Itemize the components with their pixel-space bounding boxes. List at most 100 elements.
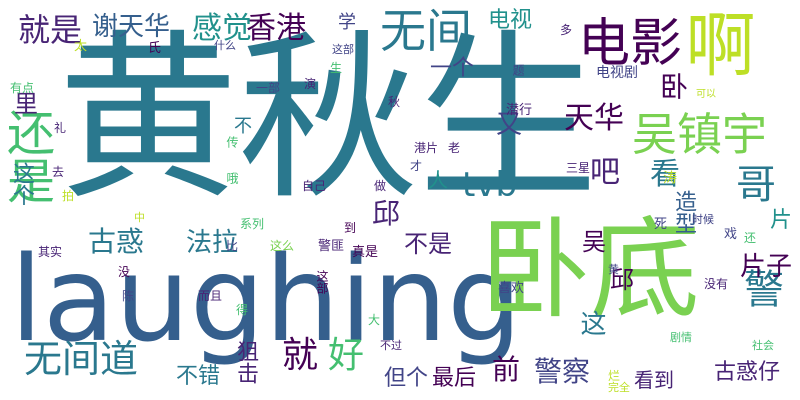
word-cloud-word: 前 (492, 353, 521, 386)
word-cloud-word: 无间道 (24, 337, 139, 381)
word-cloud-word: 电视 (488, 8, 533, 33)
word-cloud-word: 警察 (534, 355, 591, 388)
word-cloud-word: 涛 (661, 170, 677, 184)
word-cloud-word: 题 (511, 64, 525, 76)
word-cloud-word: 这个 (9, 162, 34, 206)
word-cloud-word: 太 (74, 39, 88, 54)
word-cloud-word: 学 (338, 12, 356, 33)
word-cloud-word: 港片 (414, 141, 439, 155)
word-cloud-word: 陈 (122, 289, 135, 303)
word-cloud-word: 法拉 (186, 228, 239, 258)
word-cloud-word: 香港 (246, 11, 306, 46)
word-cloud-word: laughing (10, 230, 523, 368)
word-cloud-word: 卧底 (480, 206, 700, 334)
word-cloud-word: 而且 (198, 289, 223, 303)
word-cloud-word: 电视剧 (596, 65, 638, 81)
word-cloud-word: 但个 (384, 366, 429, 391)
word-cloud-word: 三星 (566, 161, 591, 175)
word-cloud-word: 多 (560, 23, 573, 37)
word-cloud-word: 戏 (724, 227, 738, 242)
word-cloud-word: 没有 (704, 277, 729, 291)
word-cloud-word: 演 (304, 77, 317, 91)
word-cloud-word: 这部 (332, 43, 354, 56)
word-cloud-word: 潜行 (506, 103, 533, 118)
word-cloud-word: 就是 (18, 11, 83, 49)
word-cloud-word: 喜欢 (498, 281, 525, 296)
word-cloud-word: 其实 (38, 245, 63, 259)
word-cloud-word: 吧 (590, 155, 620, 190)
word-cloud-word: 得 (236, 303, 249, 317)
word-cloud-word: 邱 (372, 197, 401, 230)
word-cloud-word: 到 (344, 221, 357, 235)
word-cloud-word: 黄秋生 (58, 15, 599, 224)
word-cloud-word: 吴镇宇 (632, 108, 768, 161)
word-cloud-word: 看到 (634, 368, 674, 392)
word-cloud-word: 还是 (0, 108, 54, 204)
word-cloud-word: 古惑仔 (714, 360, 781, 385)
word-cloud-word: 就 (282, 335, 319, 376)
word-cloud-word: 天华 (564, 101, 624, 136)
word-cloud-word: 礼 (54, 121, 67, 135)
word-cloud-word: 片 (770, 208, 793, 233)
word-cloud-word: 中 (134, 211, 145, 224)
word-cloud-word: 传 (225, 136, 239, 148)
word-cloud-word: 完全 (608, 381, 630, 394)
word-cloud-word: 烂 (608, 369, 621, 383)
word-cloud-word: 死 (654, 217, 668, 232)
word-cloud-word: 无间 (380, 4, 472, 58)
word-cloud-word: 比 (226, 239, 239, 253)
word-cloud-word: 造型 (671, 190, 696, 234)
word-cloud-word: 又 (496, 110, 523, 140)
word-cloud-word: 还 (744, 231, 757, 245)
word-cloud-word: 系列 (240, 217, 265, 231)
word-cloud-word: 社会 (752, 339, 774, 352)
word-cloud-word: 警 (737, 268, 783, 308)
word-cloud-word: 氏 (148, 41, 162, 56)
word-cloud-word: 一个 (430, 56, 475, 81)
word-cloud-word: tvb (462, 165, 518, 205)
word-cloud-word: 不过 (380, 339, 402, 352)
word-cloud-word: 剧情 (670, 331, 692, 344)
word-cloud-word: 好 (328, 335, 365, 376)
word-cloud-word: 去 (52, 165, 65, 179)
word-cloud-word: 最后 (432, 366, 477, 391)
word-cloud-word: 吴 (582, 228, 606, 256)
word-cloud-word: 一部 (256, 81, 281, 95)
word-cloud-word: 古惑 (88, 225, 145, 258)
word-cloud-word: 看 (650, 157, 680, 192)
word-cloud-word: 黄 (608, 263, 619, 276)
word-cloud-word: 可以 (696, 89, 716, 100)
word-cloud-word: 片子 (740, 252, 793, 282)
word-cloud-word: 电影 (578, 14, 683, 74)
word-cloud-word: 卧 (656, 72, 689, 100)
word-cloud-word: 感觉 (192, 11, 252, 46)
word-cloud-word: 邱 (610, 266, 634, 294)
word-cloud-word: 谢天华 (92, 12, 171, 42)
word-cloud-word: 哥 (736, 162, 776, 208)
word-cloud-word: 做 (374, 179, 387, 193)
word-cloud-word: 不错 (176, 364, 221, 389)
word-cloud-word: 时候 (692, 213, 714, 226)
word-cloud-word: 生 (330, 61, 343, 75)
word-cloud-word: 没 (118, 265, 131, 279)
word-cloud-word: 人 (428, 168, 448, 192)
word-cloud-word: 啊 (674, 8, 756, 78)
word-cloud-word: 老 (448, 141, 461, 155)
word-cloud-word: 这么 (270, 239, 295, 253)
word-cloud-word: 不 (234, 116, 252, 137)
word-cloud-word: 有点 (10, 81, 35, 95)
word-cloud-word: 大 (368, 313, 381, 327)
word-cloud-word: 自己 (302, 179, 327, 193)
word-cloud-word: 哦 (225, 172, 239, 184)
word-cloud-word: 拍 (62, 189, 75, 203)
word-cloud-word: 这部 (315, 270, 329, 294)
word-cloud-word: 不是 (404, 230, 452, 258)
word-cloud-word: 什么 (214, 39, 236, 52)
word-cloud-word: 狙击 (233, 340, 258, 384)
word-cloud-word: 秋 (388, 95, 401, 109)
word-cloud-word: 里 (14, 90, 38, 118)
word-cloud-word: 才 (410, 159, 423, 173)
word-cloud-word: 真是 (352, 245, 379, 260)
word-cloud-word: 这 (576, 310, 606, 336)
